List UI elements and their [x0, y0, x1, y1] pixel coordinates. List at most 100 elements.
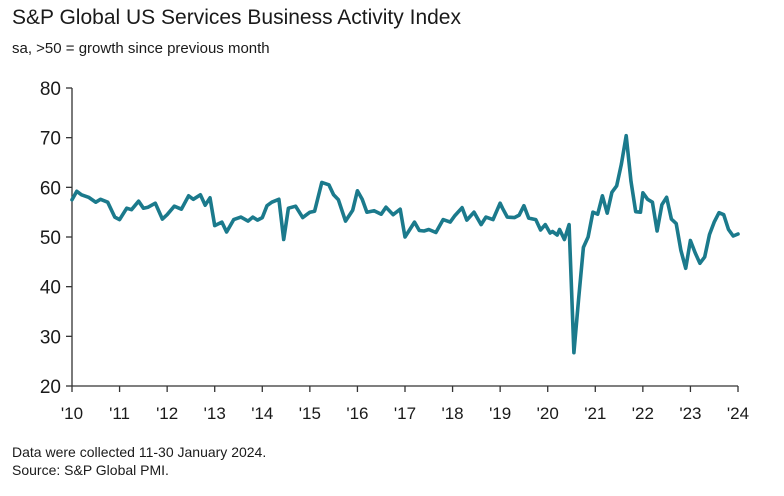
x-tick-label: '14: [251, 404, 273, 423]
y-tick-label: 30: [40, 327, 61, 348]
data-point: [630, 180, 632, 182]
data-point: [461, 207, 463, 209]
data-point: [480, 223, 482, 225]
data-point: [625, 135, 627, 137]
data-point: [582, 246, 584, 248]
data-point: [413, 221, 415, 223]
x-tick-label: '23: [679, 404, 701, 423]
data-point: [449, 221, 451, 223]
data-point: [577, 298, 579, 300]
data-point: [385, 206, 387, 208]
y-tick-label: 80: [40, 79, 61, 100]
data-point: [518, 214, 520, 216]
data-point: [435, 231, 437, 233]
data-point: [704, 256, 706, 258]
data-point: [409, 228, 411, 230]
data-point: [95, 201, 97, 203]
data-point: [665, 196, 667, 198]
data-point: [646, 198, 648, 200]
data-point: [418, 229, 420, 231]
data-point: [271, 201, 273, 203]
data-point: [549, 232, 551, 234]
data-point: [601, 195, 603, 197]
data-point: [492, 218, 494, 220]
data-point: [294, 205, 296, 207]
data-point: [154, 202, 156, 204]
x-tick-label: '10: [61, 404, 83, 423]
data-point: [266, 205, 268, 207]
data-point: [80, 194, 82, 196]
data-point: [328, 184, 330, 186]
data-point: [180, 208, 182, 210]
data-point: [620, 163, 622, 165]
data-point: [523, 205, 525, 207]
chart-title: S&P Global US Services Business Activity…: [12, 6, 461, 29]
x-tick-label: '18: [441, 404, 463, 423]
data-point: [694, 252, 696, 254]
data-point: [142, 207, 144, 209]
collection-note: Data were collected 11-30 January 2024.: [12, 444, 267, 460]
data-point: [563, 238, 565, 240]
data-point: [187, 195, 189, 197]
data-point: [233, 218, 235, 220]
data-point: [373, 210, 375, 212]
x-tick-label: '15: [299, 404, 321, 423]
data-point: [114, 216, 116, 218]
data-point: [423, 230, 425, 232]
x-tick-label: '21: [584, 404, 606, 423]
data-point: [209, 197, 211, 199]
data-point: [556, 234, 558, 236]
data-point: [337, 199, 339, 201]
data-point: [501, 207, 503, 209]
data-point: [573, 352, 575, 354]
data-point: [137, 200, 139, 202]
x-tick-label: '17: [394, 404, 416, 423]
data-point: [361, 198, 363, 200]
data-point: [466, 219, 468, 221]
data-point: [639, 211, 641, 213]
data-point: [332, 194, 334, 196]
data-point: [506, 216, 508, 218]
data-point: [366, 211, 368, 213]
data-point: [535, 218, 537, 220]
data-point: [689, 239, 691, 241]
data-point: [392, 214, 394, 216]
data-point: [166, 214, 168, 216]
data-point: [661, 204, 663, 206]
x-tick-label: '13: [204, 404, 226, 423]
data-point: [513, 216, 515, 218]
data-point: [99, 198, 101, 200]
data-point: [539, 229, 541, 231]
data-point: [283, 238, 285, 240]
data-point: [173, 205, 175, 207]
data-point: [302, 216, 304, 218]
y-tick-label: 70: [40, 129, 61, 150]
data-point: [256, 219, 258, 221]
x-tick-label: '20: [537, 404, 559, 423]
data-point: [616, 185, 618, 187]
series-group: [70, 133, 740, 355]
x-tick-label: '11: [109, 404, 130, 423]
data-point: [380, 213, 382, 215]
data-point: [670, 218, 672, 220]
data-point: [278, 198, 280, 200]
y-axis: 20 30 40 50 60 70 80: [40, 79, 73, 398]
data-point: [473, 211, 475, 213]
data-point: [551, 230, 553, 232]
x-tick-label: '22: [632, 404, 654, 423]
data-point: [732, 235, 734, 237]
data-point: [313, 210, 315, 212]
data-point: [442, 218, 444, 220]
data-point: [727, 228, 729, 230]
data-point: [528, 217, 530, 219]
data-point: [147, 206, 149, 208]
data-point: [680, 249, 682, 251]
y-tick-label: 60: [40, 178, 61, 199]
data-point: [642, 192, 644, 194]
data-point: [344, 220, 346, 222]
y-tick-label: 50: [40, 228, 61, 249]
data-point: [76, 190, 78, 192]
data-point: [587, 236, 589, 238]
data-point: [485, 216, 487, 218]
